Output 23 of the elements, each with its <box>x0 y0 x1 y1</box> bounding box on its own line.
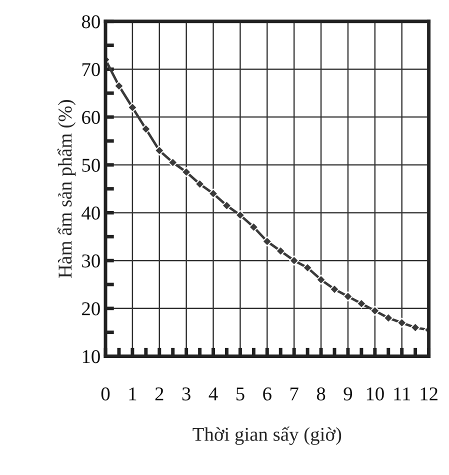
y-tick-label: 70 <box>82 63 100 76</box>
x-tick-label: 9 <box>344 387 352 400</box>
x-tick-label: 11 <box>394 387 410 400</box>
x-tick-label: 1 <box>129 387 136 400</box>
y-tick-label: 40 <box>82 206 100 220</box>
x-tick-label: 5 <box>236 388 244 400</box>
y-axis-title: Hàm ẩm sản phẩm (%) <box>57 100 76 278</box>
x-tick-label: 6 <box>263 387 272 400</box>
y-tick-label: 30 <box>82 254 100 268</box>
x-tick-label: 12 <box>420 387 438 400</box>
x-tick-label: 0 <box>101 387 110 400</box>
x-axis-title: Thời gian sấy (giờ) <box>192 426 342 445</box>
x-tick-label: 4 <box>208 388 218 400</box>
x-tick-label: 7 <box>290 388 298 400</box>
y-tick-label: 20 <box>82 302 100 316</box>
y-tick-label: 50 <box>82 158 100 172</box>
x-tick-label: 8 <box>316 387 326 400</box>
y-tick-label: 10 <box>82 350 100 364</box>
x-tick-label: 10 <box>366 387 384 400</box>
x-tick-label: 3 <box>182 387 190 400</box>
x-tick-label: 2 <box>155 387 164 400</box>
y-tick-label: 80 <box>82 15 100 28</box>
y-tick-label: 60 <box>82 110 100 124</box>
